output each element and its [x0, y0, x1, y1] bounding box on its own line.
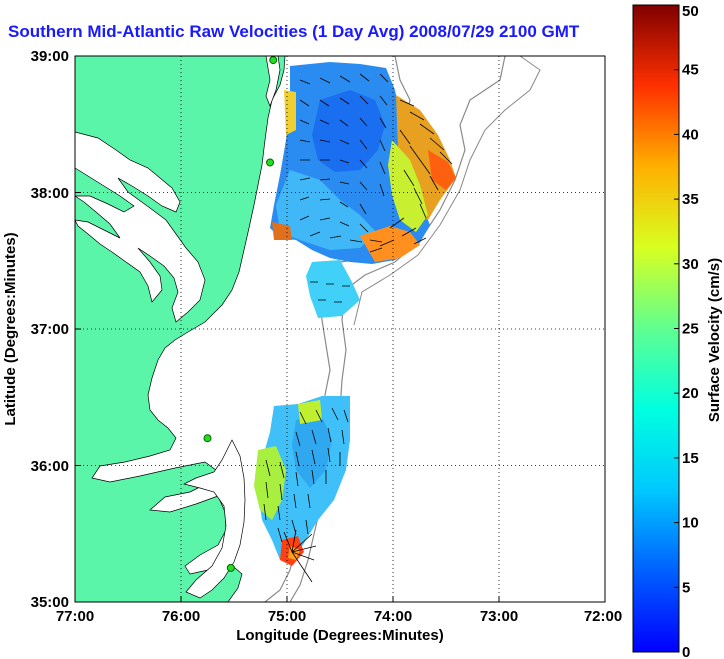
y-tick-label: 38:00 [31, 185, 69, 202]
pamlico-sound [182, 439, 246, 599]
delaware-bay [265, 56, 281, 107]
radar-station-marker [226, 563, 235, 572]
colorbar-tick-label: 50 [682, 3, 699, 20]
colorbar-tick-label: 5 [682, 579, 690, 596]
x-tick-label: 77:00 [56, 608, 94, 625]
y-tick-label: 36:00 [31, 458, 69, 475]
map-title: Southern Mid-Atlantic Raw Velocities (1 … [8, 22, 580, 41]
y-tick-labels: 39:00 38:00 37:00 36:00 35:00 [31, 48, 69, 611]
y-tick-label: 37:00 [31, 321, 69, 338]
colorbar-tick-label: 15 [682, 450, 699, 467]
colorbar-tick-label: 40 [682, 126, 699, 143]
x-tick-label: 76:00 [162, 608, 200, 625]
velocity-field-north [270, 62, 456, 318]
radar-station-marker [203, 434, 212, 443]
velocity-arrows [263, 73, 453, 583]
colorbar-tick-label: 10 [682, 515, 699, 532]
x-tick-label: 72:00 [584, 608, 622, 625]
radar-station-marker [269, 56, 278, 65]
x-tick-label: 74:00 [374, 608, 412, 625]
y-axis-label: Latitude (Degrees:Minutes) [2, 232, 19, 425]
chesapeake-bay [75, 131, 206, 323]
colorbar-ticks [674, 4, 679, 653]
x-tick-label: 75:00 [268, 608, 306, 625]
x-tick-labels: 77:00 76:00 75:00 74:00 73:00 72:00 [56, 608, 622, 625]
colorbar-tick-label: 45 [682, 62, 699, 79]
y-tick-label: 39:00 [31, 48, 69, 65]
y-tick-label: 35:00 [31, 594, 69, 611]
colorbar-label: Surface Velocity (cm/s) [706, 258, 723, 422]
colorbar [632, 4, 680, 653]
colorbar-tick-label: 0 [682, 644, 690, 659]
colorbar-tick-label: 35 [682, 191, 699, 208]
colorbar-tick-label: 20 [682, 385, 699, 402]
colorbar-tick-label: 30 [682, 256, 699, 273]
radar-station-marker [266, 158, 275, 167]
radar-stations [203, 56, 278, 572]
x-tick-label: 73:00 [480, 608, 518, 625]
map-grid [75, 56, 605, 602]
x-axis-label: Longitude (Degrees:Minutes) [236, 627, 444, 644]
colorbar-tick-label: 25 [682, 321, 699, 338]
axis-ticks [75, 192, 500, 602]
bathymetry-contour [353, 56, 541, 326]
